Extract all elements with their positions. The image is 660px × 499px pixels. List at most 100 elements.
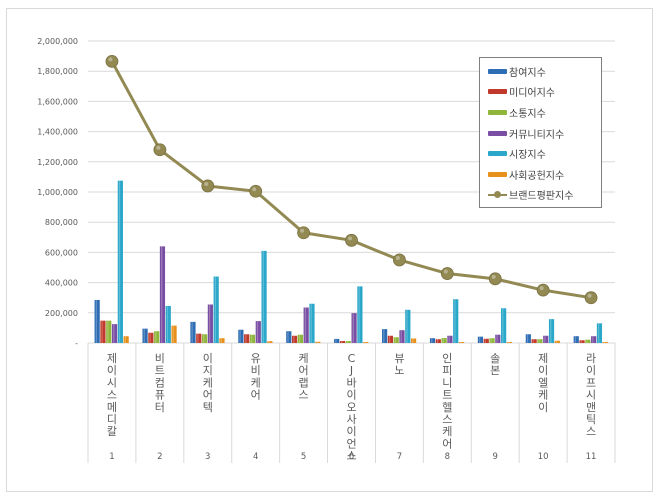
bar-highlight	[502, 308, 504, 343]
bar-group	[525, 319, 560, 343]
bar-group	[477, 308, 513, 343]
bar-highlight	[364, 342, 366, 343]
bar-highlight	[580, 340, 582, 343]
bar-highlight	[208, 304, 211, 343]
marker-highlight	[539, 286, 544, 291]
bar	[447, 335, 453, 343]
bar-highlight	[149, 332, 151, 343]
line-marker	[345, 233, 358, 247]
bar-highlight	[555, 340, 558, 343]
bar-highlight	[203, 334, 205, 343]
bar	[291, 335, 298, 343]
line-marker	[488, 272, 502, 286]
legend-item-community: 커뮤니티지수	[488, 123, 601, 144]
bar	[286, 331, 292, 343]
line-marker	[297, 226, 310, 240]
category-number: 10	[538, 452, 549, 462]
bar-highlight	[172, 325, 174, 343]
line-marker	[201, 179, 215, 193]
bar	[106, 320, 112, 343]
bar	[111, 324, 118, 343]
marker-highlight	[395, 255, 400, 260]
bar-highlight	[352, 313, 354, 343]
bar-highlight	[406, 309, 408, 343]
marker-highlight	[491, 274, 496, 279]
y-tick-label: 1,400,000	[37, 128, 78, 137]
bar-highlight	[479, 336, 481, 343]
legend-line-marker-icon	[488, 190, 507, 199]
bar	[453, 299, 459, 343]
bar	[261, 250, 267, 343]
bar	[573, 336, 579, 343]
bar-group	[573, 323, 608, 343]
bar-highlight	[389, 335, 391, 343]
bar-group	[334, 286, 369, 343]
bar-highlight	[508, 342, 510, 343]
bar	[435, 339, 441, 343]
marker-highlight	[252, 187, 257, 192]
bar	[399, 330, 405, 343]
bar	[531, 339, 537, 343]
category-number: 9	[493, 452, 498, 462]
bar	[429, 338, 436, 343]
bar-highlight	[346, 341, 349, 343]
bar-highlight	[298, 334, 301, 343]
bar	[117, 180, 123, 343]
bar-highlight	[454, 299, 456, 343]
legend-item-media: 미디어지수	[488, 82, 601, 103]
category-number: 2	[157, 452, 162, 462]
bar	[238, 329, 244, 343]
bar	[190, 321, 196, 343]
legend-item-brand-reputation: 브랜드평판지수	[488, 185, 601, 206]
bar	[537, 339, 543, 343]
bar	[255, 321, 261, 343]
bar-group	[190, 276, 225, 343]
legend-swatch	[488, 89, 507, 95]
legend-swatch	[488, 130, 507, 136]
bar-highlight	[245, 334, 247, 343]
legend-item-market: 시장지수	[488, 143, 601, 164]
line-marker	[440, 267, 454, 280]
marker-highlight	[156, 145, 161, 150]
bar-highlight	[442, 338, 444, 343]
bar-highlight	[532, 339, 534, 343]
bar	[441, 338, 447, 343]
bar-highlight	[214, 276, 216, 343]
y-tick-label: 200,000	[45, 309, 78, 318]
category-number: 7	[397, 452, 402, 462]
y-tick-label: 2,000,000	[37, 37, 78, 46]
bar-highlight	[598, 323, 600, 343]
y-tick-label: 1,800,000	[37, 67, 78, 76]
category-number: 6	[349, 452, 354, 462]
y-tick-label: 1,200,000	[37, 158, 78, 167]
category-number: 4	[253, 452, 258, 462]
bar-highlight	[394, 337, 397, 343]
bar	[148, 332, 154, 343]
bar-highlight	[256, 321, 259, 343]
bar-highlight	[191, 321, 193, 343]
bar	[602, 342, 608, 343]
bar-highlight	[118, 180, 121, 343]
bar-group	[286, 303, 321, 343]
legend-swatch	[488, 109, 507, 115]
bar-group	[142, 246, 177, 343]
line-marker	[153, 143, 167, 157]
bar	[159, 246, 166, 343]
bar	[244, 334, 250, 343]
bar-highlight	[603, 342, 606, 343]
bar-highlight	[586, 339, 588, 343]
legend-item-social-contribution: 사회공헌지수	[488, 164, 601, 185]
bar	[339, 341, 346, 343]
bar-highlight	[161, 246, 163, 343]
bar-highlight	[550, 319, 552, 343]
bar	[297, 334, 303, 343]
bar-highlight	[304, 307, 306, 343]
bar	[196, 333, 202, 343]
bar-highlight	[143, 328, 145, 343]
bar	[477, 336, 484, 343]
